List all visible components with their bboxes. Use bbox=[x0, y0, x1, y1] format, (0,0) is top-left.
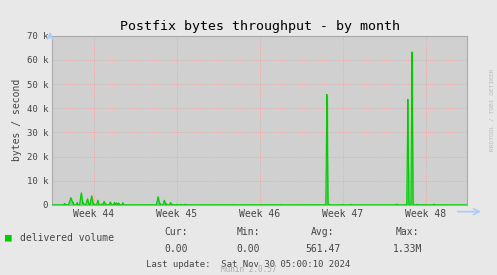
Text: Max:: Max: bbox=[396, 227, 419, 237]
Text: Cur:: Cur: bbox=[165, 227, 188, 237]
Title: Postfix bytes throughput - by month: Postfix bytes throughput - by month bbox=[120, 20, 400, 33]
Text: 1.33M: 1.33M bbox=[393, 244, 422, 254]
Text: 0.00: 0.00 bbox=[237, 244, 260, 254]
Text: ■: ■ bbox=[5, 233, 12, 243]
Text: delivered volume: delivered volume bbox=[20, 233, 114, 243]
Text: Avg:: Avg: bbox=[311, 227, 335, 237]
Text: 0.00: 0.00 bbox=[165, 244, 188, 254]
Y-axis label: bytes / second: bytes / second bbox=[12, 79, 22, 161]
Text: Last update:  Sat Nov 30 05:00:10 2024: Last update: Sat Nov 30 05:00:10 2024 bbox=[147, 260, 350, 269]
Text: Min:: Min: bbox=[237, 227, 260, 237]
Text: 561.47: 561.47 bbox=[306, 244, 340, 254]
Text: RRDTOOL / TOBI OETIKER: RRDTOOL / TOBI OETIKER bbox=[490, 69, 495, 151]
Text: Munin 2.0.57: Munin 2.0.57 bbox=[221, 265, 276, 274]
